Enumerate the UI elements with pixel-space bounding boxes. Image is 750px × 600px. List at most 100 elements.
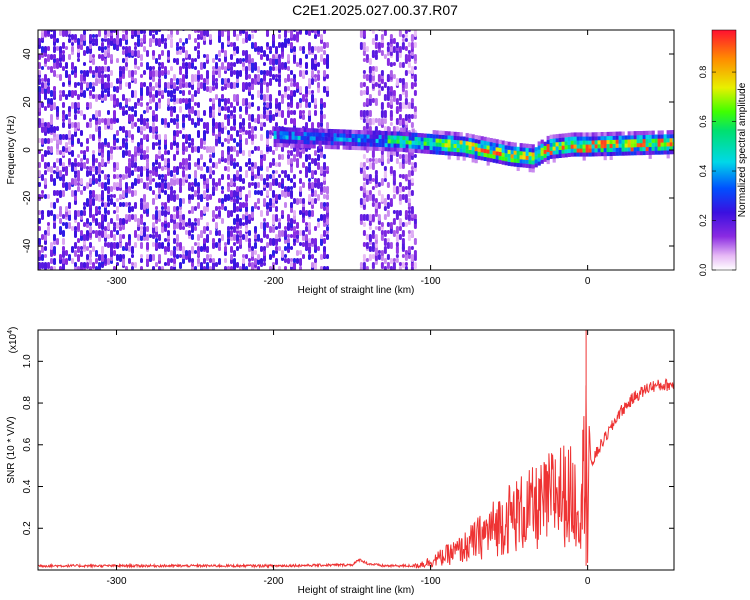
spectrogram-cell xyxy=(251,114,254,122)
spectrogram-cell xyxy=(257,106,260,111)
spectrogram-cell xyxy=(233,250,236,257)
spectrogram-cell xyxy=(200,30,203,37)
spectrogram-cell xyxy=(615,151,619,156)
spectrogram-cell xyxy=(113,42,116,50)
spectrogram-cell xyxy=(194,218,197,222)
spectrogram-cell xyxy=(552,154,556,159)
spectrogram-cell xyxy=(380,230,384,235)
spectrogram-cell xyxy=(59,90,62,94)
spectrogram-cell xyxy=(194,222,197,226)
spectrogram-cell xyxy=(609,143,613,148)
spectrogram-cell xyxy=(203,62,206,69)
spectrogram-cell xyxy=(266,42,269,47)
spectrogram-cell xyxy=(80,262,83,268)
spectrogram-cell xyxy=(236,170,239,177)
spectrogram-cell xyxy=(579,132,583,137)
spectrogram-cell xyxy=(131,106,134,112)
spectrogram-cell xyxy=(281,154,284,160)
spectrogram-cell xyxy=(381,142,385,148)
spectrogram-cell xyxy=(245,50,248,56)
spectrogram-cell xyxy=(101,170,104,174)
spectrogram-cell xyxy=(191,246,194,254)
spectrogram-cell xyxy=(300,127,304,132)
spectrogram-cell xyxy=(308,178,311,182)
spectrogram-cell xyxy=(164,38,167,42)
spectrogram-cell xyxy=(95,166,98,171)
spectrogram-cell xyxy=(206,226,209,231)
spectrogram-cell xyxy=(363,134,367,139)
spectrogram-cell xyxy=(221,190,224,194)
spectrogram-cell xyxy=(597,152,601,157)
spectrogram-cell xyxy=(323,214,326,220)
spectrogram-cell xyxy=(311,198,314,205)
spectrogram-cell xyxy=(552,158,556,163)
spectrogram-cell xyxy=(179,46,182,50)
spectrogram-cell xyxy=(573,152,577,157)
spectrogram-cell xyxy=(242,214,245,220)
spectrogram-cell xyxy=(290,78,293,82)
spectrogram-cell xyxy=(74,262,77,267)
spectrogram-cell xyxy=(215,94,218,100)
spectrogram-cell xyxy=(609,131,613,136)
spectrogram-cell xyxy=(206,70,209,77)
spectrogram-cell xyxy=(417,133,421,138)
spectrogram-cell xyxy=(194,266,197,270)
spectrogram-cell xyxy=(191,194,194,200)
spectrogram-cell xyxy=(41,78,44,82)
spectrogram-cell xyxy=(266,210,269,216)
spectrogram-cell xyxy=(317,178,320,184)
spectrogram-cell xyxy=(287,234,290,238)
spectrogram-cell xyxy=(507,149,511,154)
spectrogram-cell xyxy=(101,54,104,61)
spectrogram-cell xyxy=(417,149,421,154)
spectrogram-cell xyxy=(374,198,378,203)
spectrogram-cell xyxy=(137,234,140,241)
spectrogram-cell xyxy=(191,118,194,125)
spectrogram-cell xyxy=(68,146,71,152)
spectrogram-cell xyxy=(167,162,170,168)
spectrogram-cell xyxy=(410,266,414,270)
spectrogram-cell xyxy=(152,190,155,195)
spectrogram-cell xyxy=(221,42,224,49)
spectrogram-cell xyxy=(77,94,80,100)
spectrogram-cell xyxy=(558,145,562,150)
spectrogram-cell xyxy=(371,162,375,170)
spectrogram-cell xyxy=(176,30,179,35)
spectrogram-cell xyxy=(164,74,167,79)
spectrogram-cell xyxy=(392,126,396,133)
spectrogram-cell xyxy=(266,102,269,108)
spectrogram-cell xyxy=(407,198,411,203)
spectrogram-cell xyxy=(272,238,275,245)
spectrogram-cell xyxy=(308,222,311,230)
spectrogram-cell xyxy=(203,162,206,167)
spectrogram-cell xyxy=(77,182,80,186)
spectrogram-cell xyxy=(374,82,378,87)
spectrogram-cell xyxy=(131,254,134,258)
spectrogram-cell xyxy=(407,234,411,241)
spectrogram-cell xyxy=(365,46,369,52)
spectrogram-cell xyxy=(293,46,296,52)
spectrogram-cell xyxy=(254,30,257,33)
spectrogram-cell xyxy=(386,230,390,234)
spectrogram-cell xyxy=(594,144,598,149)
spectrogram-cell xyxy=(104,254,107,259)
spectrogram-cell xyxy=(53,222,56,229)
spectrogram-cell xyxy=(236,58,239,64)
spectrogram-cell xyxy=(176,130,179,137)
spectrogram-cell xyxy=(110,54,113,60)
spectrogram-cell xyxy=(621,139,625,144)
spectrogram-cell xyxy=(290,258,293,262)
spectrogram-cell xyxy=(44,246,47,251)
spectrogram-cell xyxy=(278,54,281,59)
spectrogram-cell xyxy=(254,146,257,151)
spectrogram-cell xyxy=(389,86,393,92)
spectrogram-cell xyxy=(275,98,278,104)
spectrogram-cell xyxy=(399,139,403,144)
spectrogram-cell xyxy=(134,46,137,50)
spectrogram-cell xyxy=(119,66,122,71)
spectrogram-cell xyxy=(426,145,430,150)
spectrogram-cell xyxy=(579,152,583,157)
spectrogram-cell xyxy=(53,202,56,209)
spectrogram-cell xyxy=(80,142,83,147)
spectrogram-cell xyxy=(38,262,41,269)
